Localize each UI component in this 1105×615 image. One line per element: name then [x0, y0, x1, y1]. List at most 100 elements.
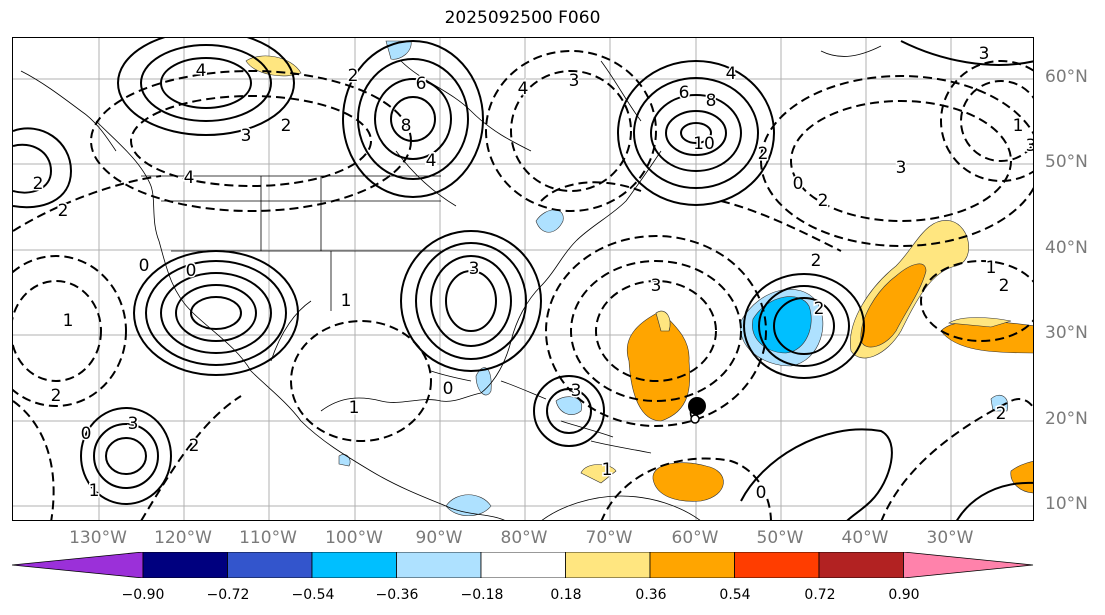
contour-label: 4 — [518, 79, 529, 99]
colorbar-cell — [396, 552, 482, 578]
lon-label-80w: 80°W — [500, 528, 548, 548]
lon-label-60w: 60°W — [671, 528, 719, 548]
colorbar-tick: 0.36 — [635, 587, 667, 603]
lat-label-50n: 50°N — [1045, 152, 1088, 172]
contours-dashed — [13, 50, 1033, 520]
colorbar — [12, 552, 1034, 578]
colorbar-tick: −0.72 — [206, 587, 250, 603]
graticule — [13, 38, 1033, 520]
shade-blue-ne — [535, 209, 564, 233]
contour-label: 8 — [401, 116, 412, 136]
contour-label: 3 — [1026, 136, 1034, 156]
lat-label-40n: 40°N — [1045, 238, 1088, 258]
colorbar-tick: −0.54 — [291, 587, 335, 603]
contour-label: 10 — [693, 134, 715, 154]
colorbar-extend-high — [903, 552, 1034, 578]
contour-labels: 4268423422001203213101330681042023221232… — [31, 43, 1034, 505]
colorbar-tick: −0.36 — [375, 587, 419, 603]
shade-blue-carib — [555, 396, 583, 415]
lat-label-60n: 60°N — [1045, 67, 1088, 87]
colorbar-tick: 0.18 — [550, 587, 582, 603]
lon-label-30w: 30°W — [926, 528, 974, 548]
shade-cyan-low — [752, 296, 812, 354]
contour-label: 3 — [469, 259, 480, 279]
colorbar-cell — [311, 552, 397, 578]
contour-label: 0 — [186, 261, 197, 281]
storm-marker-ring — [690, 414, 700, 424]
shade-yellow-se — [580, 464, 617, 484]
colorbar-cell — [649, 552, 735, 578]
shade-blue-quebec — [385, 40, 412, 60]
contour-label: 2 — [818, 191, 829, 211]
contour-label: 3 — [569, 71, 580, 91]
contour-label: 3 — [651, 276, 662, 296]
contour-label: 4 — [426, 151, 437, 171]
map-panel: 4268423422001203213101330681042023221232… — [12, 37, 1034, 521]
shade-yellow-central — [655, 310, 671, 332]
shade-orange-east — [860, 263, 927, 348]
contour-label: 1 — [602, 460, 613, 480]
lat-label-30n: 30°N — [1045, 323, 1088, 343]
lat-label-10n: 10°N — [1045, 494, 1088, 514]
contour-label: 1 — [341, 291, 352, 311]
colorbar-cell — [818, 552, 904, 578]
contour-label: 4 — [196, 61, 207, 81]
contour-label: 2 — [758, 144, 769, 164]
contour-label: 2 — [811, 251, 822, 271]
contour-label: 2 — [281, 116, 292, 136]
colorbar-extend-low — [12, 552, 144, 578]
coastlines — [20, 45, 882, 520]
colorbar-tick: −0.18 — [460, 587, 504, 603]
shade-blue-gulf — [475, 367, 492, 396]
contour-label: 4 — [726, 64, 737, 84]
contour-label: 2 — [814, 299, 825, 319]
contour-label: 3 — [241, 126, 252, 146]
contour-label: 3 — [979, 44, 990, 64]
lon-label-40w: 40°W — [841, 528, 889, 548]
shade-orange-far-se — [1010, 461, 1033, 494]
contour-label: 1 — [986, 258, 997, 278]
colorbar-tick: 0.90 — [888, 587, 920, 603]
shade-blue-pac-small — [338, 454, 351, 467]
shade-blue-east-small — [990, 395, 1009, 412]
storm-marker — [688, 397, 706, 415]
colorbar-tick: 0.54 — [719, 587, 751, 603]
contour-label: 6 — [679, 83, 690, 103]
contour-label: 3 — [896, 158, 907, 178]
contours-solid — [13, 38, 1033, 520]
colorbar-cell — [227, 552, 313, 578]
lon-label-50w: 50°W — [756, 528, 804, 548]
shade-orange-central — [627, 310, 691, 422]
contour-label: 1 — [1013, 116, 1024, 136]
contour-label: 2 — [33, 174, 44, 194]
contour-label: 0 — [443, 379, 454, 399]
colorbar-tick: −0.90 — [121, 587, 165, 603]
colorbar-cell — [565, 552, 651, 578]
colorbar-cell — [480, 552, 566, 578]
contour-label: 6 — [416, 74, 427, 94]
shading — [245, 40, 1033, 517]
lon-label-130w: 130°W — [69, 528, 127, 548]
contour-label: 0 — [793, 174, 804, 194]
contour-label: 2 — [58, 201, 69, 221]
contour-label: 3 — [571, 381, 582, 401]
lon-label-100w: 100°W — [325, 528, 383, 548]
contour-label: 1 — [89, 481, 100, 501]
colorbar-cell — [734, 552, 820, 578]
shade-yellow-right — [948, 317, 1012, 328]
lon-label-70w: 70°W — [585, 528, 633, 548]
contour-label: 2 — [996, 404, 1007, 424]
contour-label: 2 — [189, 436, 200, 456]
contour-label: 1 — [349, 398, 360, 418]
contour-label: 1 — [63, 311, 74, 331]
lon-label-110w: 110°W — [239, 528, 297, 548]
contour-label: 3 — [128, 414, 139, 434]
shade-orange-se — [652, 462, 724, 502]
contour-label: 2 — [999, 276, 1010, 296]
colorbar-cell — [142, 552, 228, 578]
map-title: 2025092500 F060 — [444, 8, 601, 28]
lon-label-90w: 90°W — [415, 528, 463, 548]
contour-label: 2 — [348, 66, 359, 86]
map-canvas: 4268423422001203213101330681042023221232… — [13, 38, 1034, 520]
contour-label: 0 — [81, 424, 92, 444]
